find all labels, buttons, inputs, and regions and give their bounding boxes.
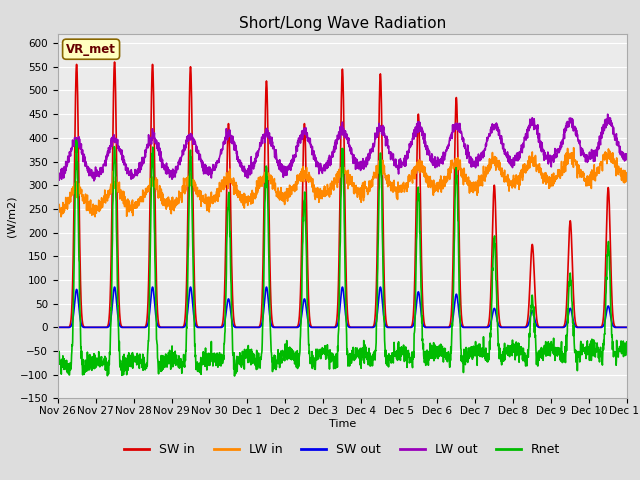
LW out bbox=[604, 111, 612, 117]
LW out bbox=[209, 162, 217, 168]
SW out bbox=[160, 324, 168, 330]
SW in bbox=[160, 324, 168, 330]
SW out bbox=[623, 324, 631, 330]
LW out bbox=[623, 154, 631, 159]
Line: LW out: LW out bbox=[58, 114, 627, 181]
LW out bbox=[408, 139, 415, 145]
SW in bbox=[623, 324, 631, 330]
LW in bbox=[623, 177, 631, 182]
Line: Rnet: Rnet bbox=[58, 140, 627, 376]
LW in bbox=[599, 159, 607, 165]
LW out bbox=[160, 165, 168, 171]
Rnet bbox=[230, 373, 238, 379]
SW out bbox=[209, 324, 217, 330]
Text: VR_met: VR_met bbox=[66, 43, 116, 56]
SW in bbox=[209, 324, 217, 330]
LW in bbox=[570, 145, 577, 151]
SW in bbox=[408, 324, 415, 329]
LW out bbox=[54, 174, 61, 180]
SW out bbox=[512, 324, 520, 330]
LW out bbox=[348, 151, 356, 157]
SW in bbox=[348, 324, 356, 330]
SW out bbox=[348, 324, 356, 330]
Legend: SW in, LW in, SW out, LW out, Rnet: SW in, LW in, SW out, LW out, Rnet bbox=[120, 438, 565, 461]
Rnet bbox=[54, 357, 61, 362]
LW out bbox=[90, 178, 98, 184]
SW in bbox=[111, 59, 118, 65]
SW in bbox=[54, 324, 61, 330]
Rnet bbox=[512, 345, 520, 350]
Rnet bbox=[209, 359, 217, 365]
Rnet bbox=[349, 357, 356, 362]
LW in bbox=[348, 183, 356, 189]
Rnet bbox=[599, 352, 607, 358]
LW in bbox=[408, 171, 415, 177]
SW out bbox=[111, 284, 118, 290]
LW in bbox=[512, 183, 520, 189]
Y-axis label: (W/m2): (W/m2) bbox=[6, 195, 17, 237]
LW in bbox=[209, 197, 217, 203]
Title: Short/Long Wave Radiation: Short/Long Wave Radiation bbox=[239, 16, 446, 31]
LW in bbox=[54, 206, 61, 212]
LW in bbox=[160, 197, 168, 203]
Line: LW in: LW in bbox=[58, 148, 627, 217]
SW out bbox=[598, 324, 606, 330]
LW in bbox=[57, 214, 65, 220]
Rnet bbox=[72, 137, 80, 143]
SW in bbox=[598, 322, 606, 327]
SW out bbox=[408, 324, 415, 330]
Rnet bbox=[408, 351, 415, 357]
SW in bbox=[512, 324, 520, 330]
X-axis label: Time: Time bbox=[329, 419, 356, 429]
Rnet bbox=[160, 357, 168, 362]
Rnet bbox=[623, 348, 631, 353]
Line: SW in: SW in bbox=[58, 62, 627, 327]
Line: SW out: SW out bbox=[58, 287, 627, 327]
SW out bbox=[54, 324, 61, 330]
LW out bbox=[598, 128, 606, 133]
LW out bbox=[512, 155, 520, 161]
